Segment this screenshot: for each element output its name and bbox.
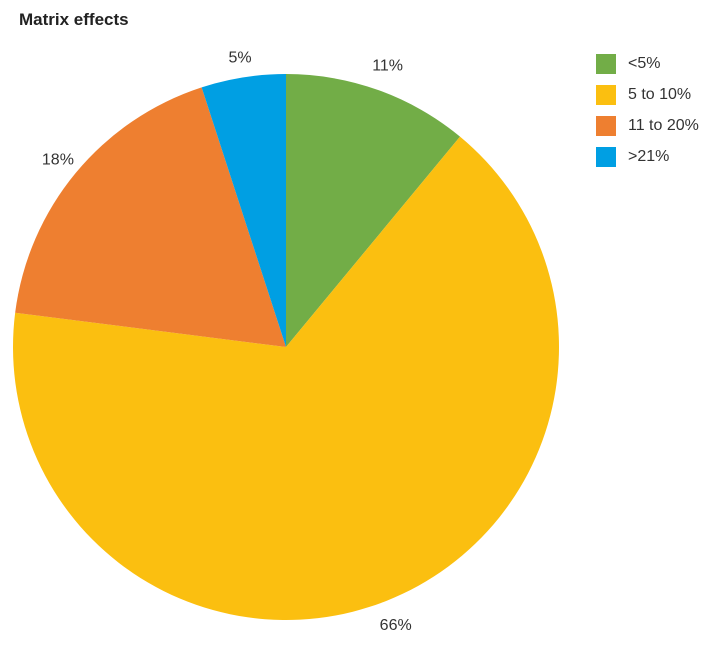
legend-item-2: 5 to 10%: [596, 85, 699, 105]
legend-swatch: [596, 54, 616, 74]
legend-label: 5 to 10%: [628, 86, 692, 103]
legend-label: <5%: [628, 55, 661, 72]
slice-value-label-1: 11%: [372, 58, 403, 75]
legend-swatch: [596, 85, 616, 105]
legend-item-1: <5%: [596, 54, 699, 74]
pie-slice-1: [286, 74, 461, 347]
pie-slice-2: [12, 136, 559, 620]
chart-title: Matrix effects: [19, 10, 129, 29]
legend-swatch: [596, 116, 616, 136]
slice-value-label-3: 18%: [42, 151, 74, 168]
legend-label: >21%: [628, 148, 670, 165]
legend-swatch: [596, 147, 616, 167]
legend-item-4: >21%: [596, 147, 699, 167]
pie-slice-3: [15, 87, 287, 347]
slice-value-label-2: 66%: [380, 617, 412, 634]
pie-slice-4: [201, 74, 286, 347]
legend-item-3: 11 to 20%: [596, 116, 699, 136]
slice-value-label-4: 5%: [228, 50, 251, 67]
legend: <5% 5 to 10% 11 to 20% >21%: [596, 54, 699, 178]
legend-label: 11 to 20%: [628, 117, 699, 134]
